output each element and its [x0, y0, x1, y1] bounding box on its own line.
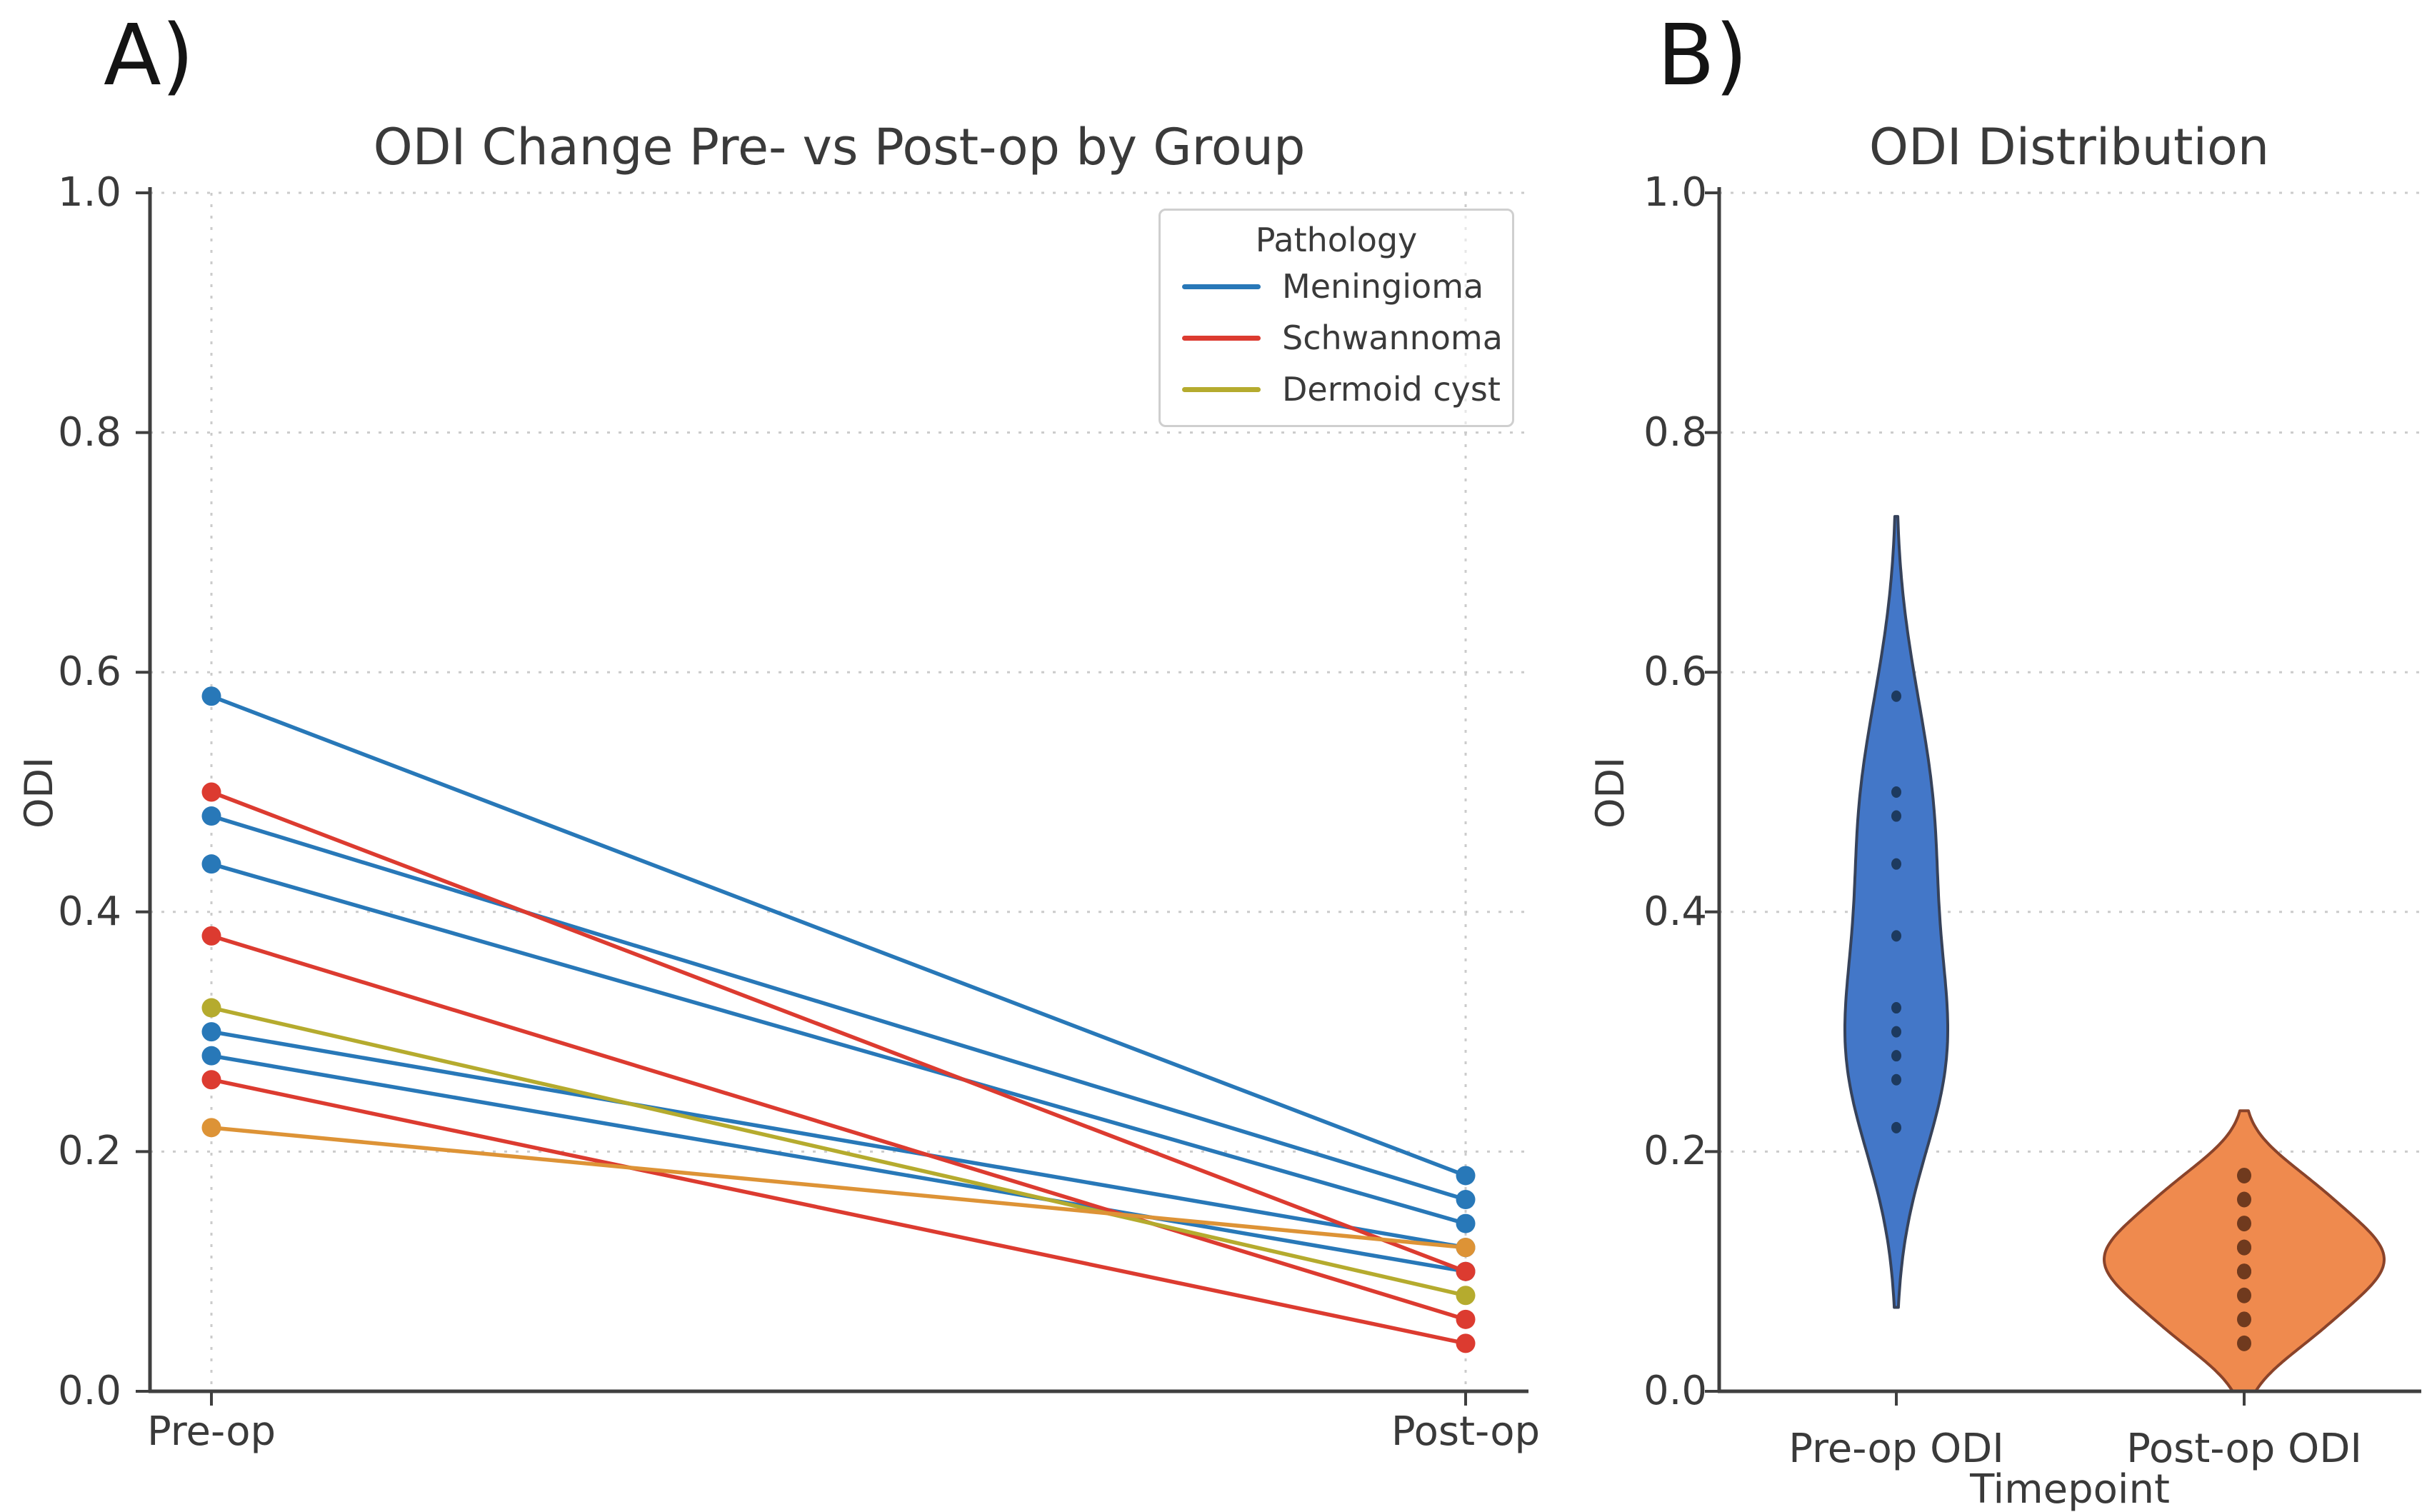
pre-op-marker: [201, 1118, 221, 1138]
slope-line-schwannoma: [209, 1077, 1468, 1346]
pre-op-marker: [201, 806, 221, 826]
pre-op-marker: [201, 926, 221, 946]
violin-inner-point: [1891, 1026, 1901, 1038]
legend-swatch: [1182, 335, 1261, 341]
slope-line-dermoid-cyst: [209, 1006, 1468, 1298]
legend-swatch: [1182, 386, 1261, 392]
slope-line-meningioma: [209, 813, 1468, 1202]
violin-inner-point: [2237, 1287, 2251, 1303]
pre-op-marker: [201, 998, 221, 1018]
panel-b-title: ODI Distribution: [1868, 118, 2270, 176]
legend-pathology: Pathology Meningioma Schwannoma Dermoid cy…: [1159, 209, 1514, 427]
legend-label: Schwannoma: [1282, 319, 1503, 357]
legend-entry-dermoid-cyst: Dermoid cyst: [1161, 364, 1512, 415]
violin-inner-point: [1891, 1050, 1901, 1062]
violin-inner-point: [2237, 1167, 2251, 1183]
slope-line-schwannoma: [209, 790, 1468, 1273]
a-xtick-postop: Post-op: [1391, 1408, 1541, 1455]
violin-inner-point: [2237, 1216, 2251, 1232]
b-ytick-0.4: 0.4: [1643, 888, 1707, 935]
post-op-marker: [1456, 1238, 1476, 1258]
pre-op-marker: [201, 1070, 221, 1090]
b-xtick-postop-odi: Post-op ODI: [2126, 1426, 2362, 1472]
legend-swatch: [1182, 284, 1261, 289]
slope-line-meningioma: [209, 1029, 1468, 1250]
b-ylabel-odi: ODI: [1588, 757, 1633, 829]
b-ytick-0.0: 0.0: [1643, 1368, 1707, 1414]
post-op-marker: [1456, 1166, 1476, 1186]
violin-inner-point: [2237, 1311, 2251, 1328]
a-ytick-0.6: 0.6: [57, 649, 121, 695]
post-op-marker: [1456, 1190, 1476, 1210]
a-ytick-0.2: 0.2: [57, 1128, 121, 1174]
post-op-marker: [1456, 1333, 1476, 1353]
pre-op-marker: [201, 854, 221, 874]
pre-op-marker: [201, 686, 221, 706]
a-ytick-1.0: 1.0: [57, 169, 121, 216]
violin-inner-point: [1891, 1073, 1901, 1086]
panel-a-title: ODI Change Pre- vs Post-op by Group: [373, 118, 1306, 176]
a-xtick-preop: Pre-op: [146, 1408, 276, 1455]
post-op-marker: [1456, 1261, 1476, 1281]
violin-inner-point: [1891, 810, 1901, 822]
legend-label: Dermoid cyst: [1282, 370, 1501, 409]
pre-op-marker: [201, 1022, 221, 1042]
slope-line-schwannoma: [209, 933, 1468, 1322]
violin-inner-point: [1891, 1121, 1901, 1133]
post-op-marker: [1456, 1213, 1476, 1233]
violin-inner-point: [1891, 786, 1901, 798]
panel-a-letter: A): [104, 6, 194, 104]
b-ytick-0.8: 0.8: [1643, 409, 1707, 456]
a-ytick-0.8: 0.8: [57, 409, 121, 456]
b-ytick-0.2: 0.2: [1643, 1128, 1707, 1174]
post-op-marker: [1456, 1309, 1476, 1329]
violin-preop: [1843, 515, 1949, 1309]
violin-inner-point: [2237, 1191, 2251, 1208]
pre-op-marker: [201, 782, 221, 802]
slope-line-meningioma: [209, 694, 1468, 1178]
legend-label: Meningioma: [1282, 267, 1484, 306]
legend-entry-meningioma: Meningioma: [1161, 261, 1512, 312]
violin-inner-point: [2237, 1263, 2251, 1280]
a-ytick-0.4: 0.4: [57, 888, 121, 935]
b-xtick-preop-odi: Pre-op ODI: [1788, 1426, 2004, 1472]
a-ytick-0.0: 0.0: [57, 1368, 121, 1414]
b-xlabel-timepoint: Timepoint: [1970, 1466, 2170, 1512]
slope-line-meningioma: [209, 861, 1468, 1226]
slope-line-meningioma: [209, 1053, 1468, 1273]
b-ytick-0.6: 0.6: [1643, 649, 1707, 695]
slope-line-dermoid-cyst: [209, 1126, 1468, 1250]
a-ylabel-odi: ODI: [16, 757, 61, 829]
violin-inner-point: [2237, 1335, 2251, 1351]
violin-inner-point: [1891, 858, 1901, 870]
post-op-marker: [1456, 1286, 1476, 1306]
violin-inner-point: [1891, 1002, 1901, 1014]
violin-inner-point: [1891, 930, 1901, 942]
violin-inner-point: [2237, 1239, 2251, 1256]
b-ytick-1.0: 1.0: [1643, 169, 1707, 216]
panel-b-letter: B): [1657, 6, 1748, 104]
legend-entry-schwannoma: Schwannoma: [1161, 312, 1512, 364]
legend-title: Pathology: [1255, 221, 1418, 259]
pre-op-marker: [201, 1046, 221, 1066]
violin-inner-point: [1891, 690, 1901, 702]
